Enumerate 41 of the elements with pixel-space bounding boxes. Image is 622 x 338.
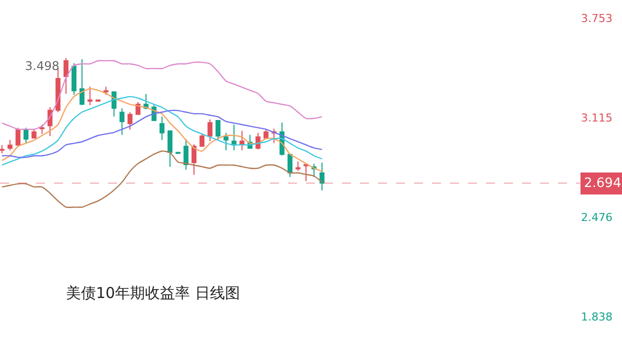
y-tick-label: 1.838 — [581, 310, 612, 324]
candlestick — [24, 127, 28, 144]
candlestick — [32, 129, 36, 138]
y-tick-label: 3.115 — [581, 111, 612, 124]
candlestick — [192, 144, 196, 176]
candlestick — [240, 130, 244, 151]
candlestick — [224, 132, 228, 151]
candlestick — [208, 118, 212, 142]
candlestick — [184, 138, 188, 170]
candlestick — [128, 112, 132, 130]
candlestick — [264, 129, 268, 138]
candlestick — [120, 108, 124, 136]
candlestick — [104, 86, 108, 96]
y-tick-label: 2.476 — [581, 210, 612, 224]
line-series — [1, 150, 323, 208]
candlestick — [88, 86, 92, 106]
candlestick — [200, 133, 204, 147]
candlestick — [320, 162, 324, 191]
text: 美债10年期收益率 日线图 — [66, 284, 240, 302]
candlestick — [64, 57, 68, 94]
candlestick — [288, 154, 292, 178]
candlestick — [168, 130, 172, 168]
line-series — [1, 60, 323, 130]
y-tick-label: 3.753 — [581, 12, 612, 26]
candlestick — [296, 161, 300, 172]
line-series — [1, 96, 323, 166]
ref-line-label: 2.694 — [584, 176, 622, 191]
candlestick — [8, 140, 12, 151]
line-series — [1, 110, 323, 158]
candlestick — [80, 58, 84, 106]
candlestick — [72, 62, 76, 96]
line-series — [1, 88, 323, 172]
candlestick — [216, 120, 220, 141]
annotation: 3.498 — [25, 59, 60, 73]
candlestick — [0, 144, 4, 154]
candlestick — [16, 127, 20, 146]
candlestick — [232, 124, 236, 151]
candlestick — [136, 102, 140, 115]
candlestick — [40, 124, 44, 134]
candlestick — [160, 116, 164, 141]
candlestick — [304, 164, 308, 182]
